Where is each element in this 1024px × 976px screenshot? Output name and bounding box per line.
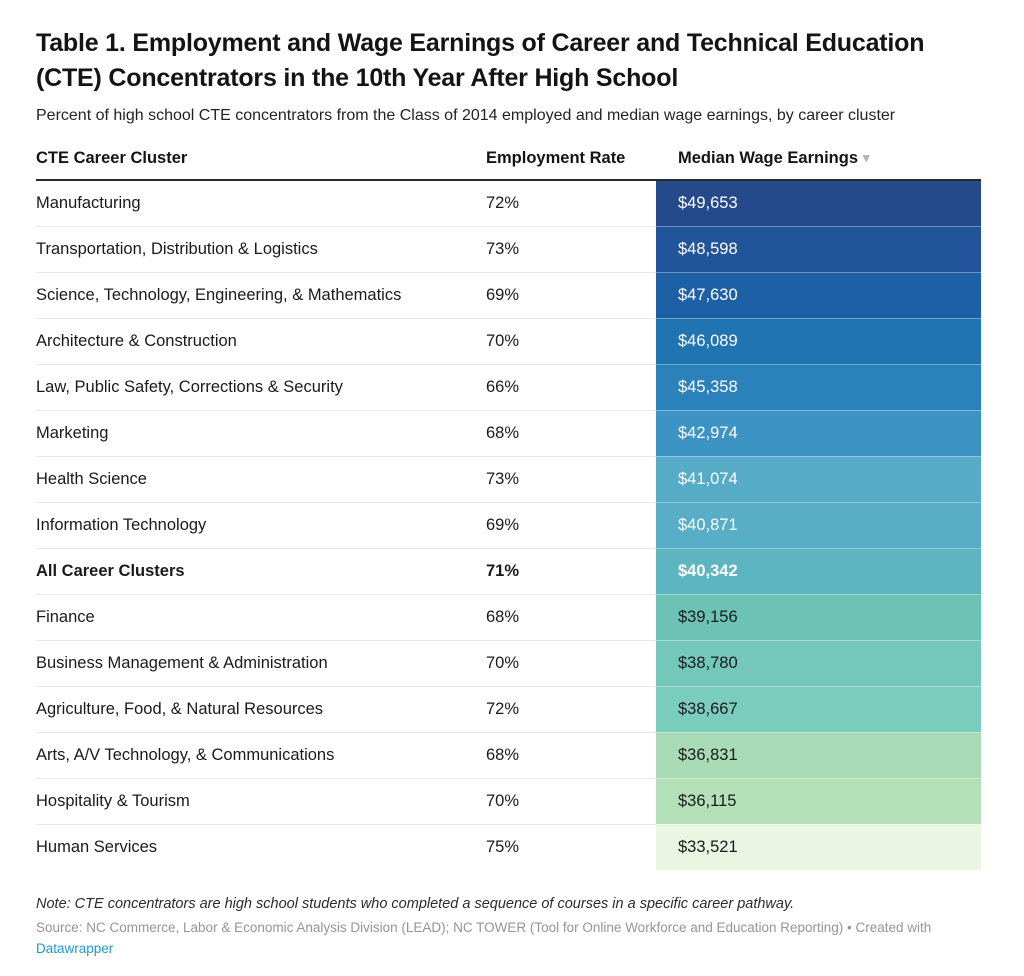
page-title: Table 1. Employment and Wage Earnings of… xyxy=(36,29,925,92)
cell-median-wage: $46,089 xyxy=(656,317,981,364)
cell-median-wage: $49,653 xyxy=(656,180,981,226)
table-row: Human Services 75% $33,521 xyxy=(36,823,981,870)
cell-median-wage: $38,667 xyxy=(656,685,981,732)
source-text: Source: NC Commerce, Labor & Economic An… xyxy=(36,920,932,935)
cell-career-cluster: Marketing xyxy=(36,409,486,456)
subtitle: Percent of high school CTE concentrators… xyxy=(36,107,896,124)
cell-career-cluster: Transportation, Distribution & Logistics xyxy=(36,225,486,272)
cell-employment-rate: 70% xyxy=(486,639,656,686)
cell-career-cluster: Business Management & Administration xyxy=(36,639,486,686)
note-text: Note: CTE concentrators are high school … xyxy=(36,896,795,912)
cell-employment-rate: 68% xyxy=(486,731,656,778)
table-row: Marketing 68% $42,974 xyxy=(36,409,981,456)
cell-career-cluster: Science, Technology, Engineering, & Math… xyxy=(36,271,486,318)
source-line: Source: NC Commerce, Labor & Economic An… xyxy=(36,918,956,960)
cell-career-cluster: Health Science xyxy=(36,455,486,502)
table-row: Manufacturing 72% $49,653 xyxy=(36,180,981,226)
cell-career-cluster: Arts, A/V Technology, & Communications xyxy=(36,731,486,778)
cell-median-wage: $41,074 xyxy=(656,455,981,502)
cell-employment-rate: 70% xyxy=(486,777,656,824)
column-header-employment-rate[interactable]: Employment Rate xyxy=(486,149,656,181)
cell-employment-rate: 71% xyxy=(486,547,656,594)
cell-career-cluster: Finance xyxy=(36,593,486,640)
cell-median-wage: $48,598 xyxy=(656,225,981,272)
cell-median-wage: $33,521 xyxy=(656,823,981,870)
cell-career-cluster: Information Technology xyxy=(36,501,486,548)
table-row: All Career Clusters 71% $40,342 xyxy=(36,547,981,594)
cell-median-wage: $36,115 xyxy=(656,777,981,824)
cell-employment-rate: 69% xyxy=(486,271,656,318)
cell-employment-rate: 66% xyxy=(486,363,656,410)
cell-employment-rate: 72% xyxy=(486,685,656,732)
cell-median-wage: $36,831 xyxy=(656,731,981,778)
cell-career-cluster: Architecture & Construction xyxy=(36,317,486,364)
table-row: Law, Public Safety, Corrections & Securi… xyxy=(36,363,981,410)
cell-employment-rate: 73% xyxy=(486,225,656,272)
cell-median-wage: $40,342 xyxy=(656,547,981,594)
cell-median-wage: $40,871 xyxy=(656,501,981,548)
table-row: Agriculture, Food, & Natural Resources 72… xyxy=(36,685,981,732)
column-header-career-cluster[interactable]: CTE Career Cluster xyxy=(36,149,486,181)
column-header-median-wage[interactable]: Median Wage Earnings ▾ xyxy=(656,149,981,181)
datawrapper-link[interactable]: Datawrapper xyxy=(36,940,114,956)
table-body: Manufacturing 72% $49,653 Transportation, D… xyxy=(36,180,981,870)
sort-descending-icon: ▾ xyxy=(863,150,870,165)
cell-employment-rate: 73% xyxy=(486,455,656,502)
cell-employment-rate: 68% xyxy=(486,409,656,456)
cell-career-cluster: All Career Clusters xyxy=(36,547,486,594)
cell-employment-rate: 70% xyxy=(486,317,656,364)
cell-employment-rate: 69% xyxy=(486,501,656,548)
table-row: Health Science 73% $41,074 xyxy=(36,455,981,502)
cell-median-wage: $42,974 xyxy=(656,409,981,456)
table-row: Science, Technology, Engineering, & Math… xyxy=(36,271,981,318)
cell-median-wage: $47,630 xyxy=(656,271,981,318)
table-row: Business Management & Administration 70% $… xyxy=(36,639,981,686)
table-row: Information Technology 69% $40,871 xyxy=(36,501,981,548)
header-row: CTE Career Cluster Employment Rate Media… xyxy=(36,149,981,181)
cell-median-wage: $45,358 xyxy=(656,363,981,410)
column-header-median-wage-label: Median Wage Earnings xyxy=(678,149,859,167)
table-row: Arts, A/V Technology, & Communications 68… xyxy=(36,731,981,778)
cell-career-cluster: Law, Public Safety, Corrections & Securi… xyxy=(36,363,486,410)
cell-median-wage: $38,780 xyxy=(656,639,981,686)
cell-employment-rate: 75% xyxy=(486,823,656,870)
cell-career-cluster: Agriculture, Food, & Natural Resources xyxy=(36,685,486,732)
cell-career-cluster: Human Services xyxy=(36,823,486,870)
cte-table: CTE Career Cluster Employment Rate Media… xyxy=(36,149,981,870)
table-row: Architecture & Construction 70% $46,089 xyxy=(36,317,981,364)
cell-employment-rate: 68% xyxy=(486,593,656,640)
table-row: Hospitality & Tourism 70% $36,115 xyxy=(36,777,981,824)
cell-employment-rate: 72% xyxy=(486,193,520,212)
cell-career-cluster: Manufacturing xyxy=(36,193,141,212)
cell-career-cluster: Hospitality & Tourism xyxy=(36,777,486,824)
table-row: Transportation, Distribution & Logistics… xyxy=(36,225,981,272)
cell-median-wage: $39,156 xyxy=(656,593,981,640)
table-row: Finance 68% $39,156 xyxy=(36,593,981,640)
